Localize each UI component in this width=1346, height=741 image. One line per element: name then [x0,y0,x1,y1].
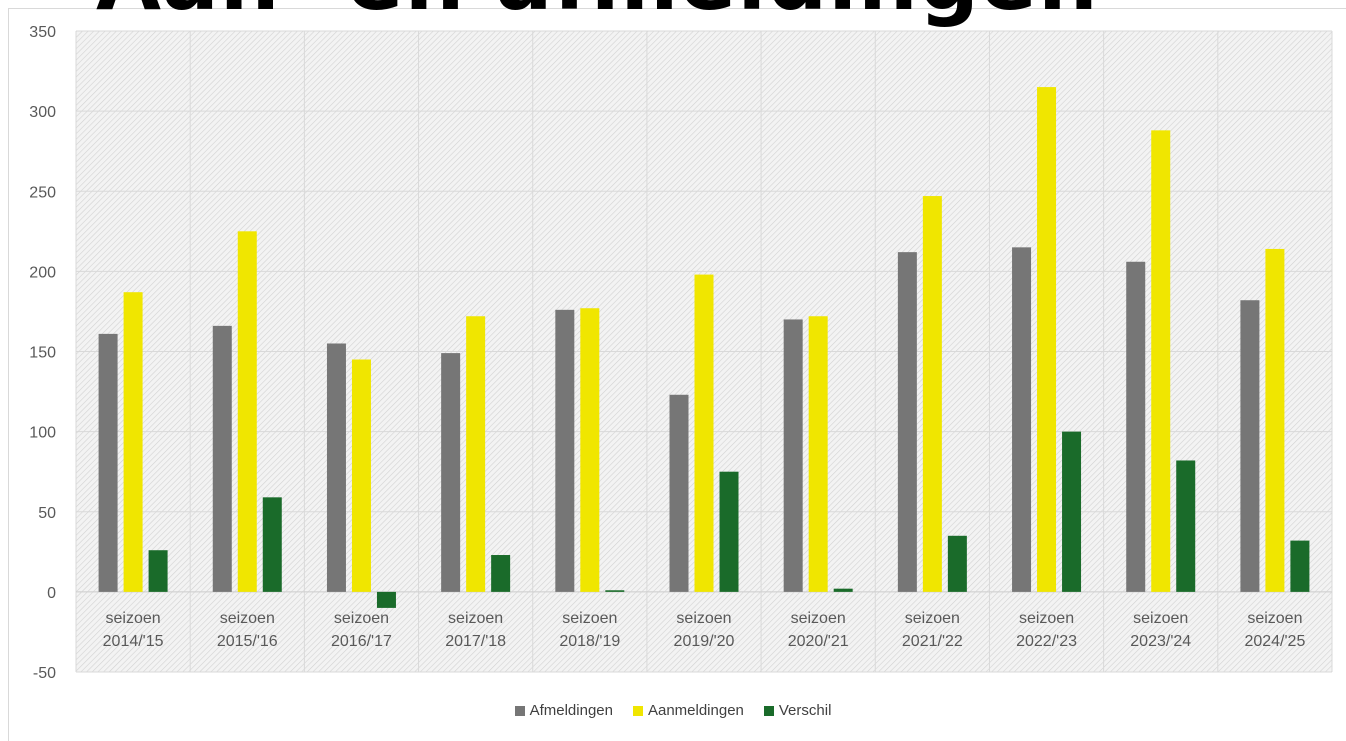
y-tick-label: 100 [29,425,56,442]
y-tick-label: 250 [29,184,56,201]
category-label: 2015/'16 [217,633,278,650]
category-label: 2014/'15 [103,633,164,650]
bar-afmeldingen [326,343,346,592]
bar-afmeldingen [98,333,118,592]
bar-verschil [947,535,967,592]
y-axis-ticks: -50 0 50 100 150 200 250 300 350 [29,24,56,682]
category-label: 2020/'21 [788,633,849,650]
category-label: seizoen [1247,610,1302,627]
legend-swatch [514,705,525,716]
bar-verschil [833,588,853,592]
bar-afmeldingen [783,319,803,592]
y-tick-label: 0 [47,585,56,602]
category-label: seizoen [1019,610,1074,627]
bar-aanmeldingen [580,308,600,592]
legend-label: Verschil [778,702,832,719]
bar-verschil [376,591,396,608]
category-label: 2017/'18 [445,633,506,650]
category-label: seizoen [905,610,960,627]
legend-swatch [763,705,774,716]
gridlines [75,30,1333,673]
bar-aanmeldingen [808,316,828,592]
bar-afmeldingen [1126,261,1146,592]
bar-aanmeldingen [694,274,714,592]
category-label: seizoen [334,610,389,627]
x-axis-categories: seizoen 2014/'15 seizoen 2015/'16 seizoen 201… [103,610,1306,650]
y-tick-label: 300 [29,104,56,121]
bar-verschil [1062,431,1082,592]
legend-item-verschil: Verschil [763,702,832,719]
bar-aanmeldingen [237,231,257,592]
bar-afmeldingen [212,325,232,592]
page-title: Aan- en afmeldingen [96,0,1099,22]
y-tick-label: 200 [29,264,56,281]
legend-item-afmeldingen: Afmeldingen [514,702,613,719]
bar-verschil [491,555,511,592]
bar-aanmeldingen [351,359,371,592]
bar-afmeldingen [441,353,461,592]
legend-label: Afmeldingen [529,702,613,719]
bar-aanmeldingen [1265,248,1285,592]
category-label: 2018/'19 [559,633,620,650]
category-label: seizoen [220,610,275,627]
bar-verschil [148,550,168,592]
category-label: 2019/'20 [674,633,735,650]
legend-item-aanmeldingen: Aanmeldingen [632,702,744,719]
legend-swatch [632,705,643,716]
bar-afmeldingen [669,394,689,592]
bar-aanmeldingen [466,316,486,592]
y-tick-label: 350 [29,24,56,41]
bar-verschil [605,590,625,592]
category-label: 2022/'23 [1016,633,1077,650]
bar-aanmeldingen [123,292,143,592]
bar-verschil [262,497,282,592]
category-label: 2024/'25 [1244,633,1305,650]
category-label: seizoen [1133,610,1188,627]
category-label: 2023/'24 [1130,633,1191,650]
legend-label: Aanmeldingen [647,702,744,719]
category-label: seizoen [106,610,161,627]
bars [98,87,1310,608]
category-label: seizoen [448,610,503,627]
category-label: seizoen [676,610,731,627]
bar-afmeldingen [1012,247,1032,592]
category-label: seizoen [791,610,846,627]
y-tick-label: -50 [33,665,56,682]
bar-afmeldingen [897,252,917,592]
category-label: 2021/'22 [902,633,963,650]
bar-verschil [1290,540,1310,592]
y-tick-label: 150 [29,345,56,362]
y-tick-label: 50 [38,505,56,522]
category-label: 2016/'17 [331,633,392,650]
bar-verschil [719,471,739,592]
bar-aanmeldingen [1037,87,1057,592]
bar-afmeldingen [555,309,575,592]
bar-afmeldingen [1240,300,1260,592]
bar-aanmeldingen [1151,130,1171,592]
legend: Afmeldingen Aanmeldingen Verschil [0,702,1346,719]
bar-verschil [1176,460,1196,592]
category-label: seizoen [562,610,617,627]
bar-aanmeldingen [922,196,942,592]
